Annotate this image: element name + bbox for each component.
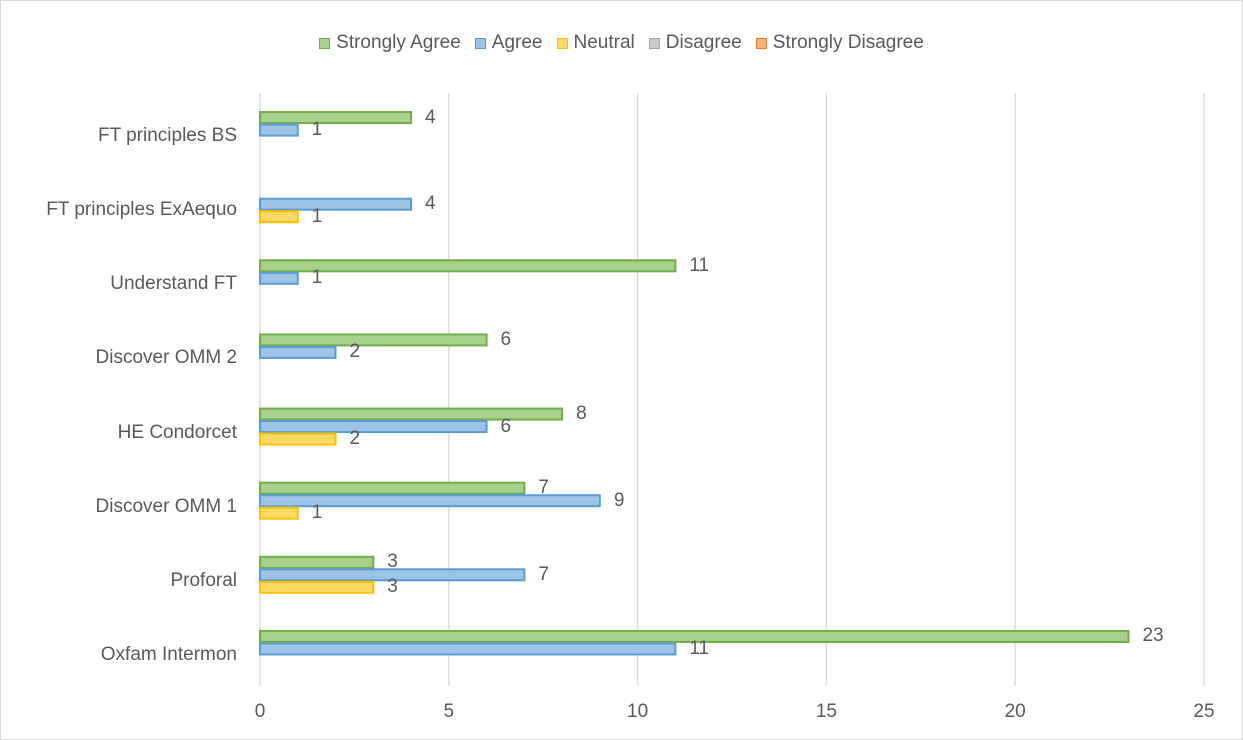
data-label: 9: [613, 489, 625, 511]
bar: [259, 123, 299, 137]
category-label: Discover OMM 2: [95, 347, 237, 369]
data-label: 1: [311, 205, 323, 227]
bar: [259, 642, 677, 656]
data-label: 7: [538, 477, 549, 499]
x-tick-label: 0: [254, 701, 266, 722]
category-label: HE Condorcet: [117, 421, 237, 443]
legend-item: Strongly Disagree: [755, 32, 924, 54]
category-label: Proforal: [170, 569, 237, 591]
data-label: 3: [387, 576, 398, 598]
data-label: 1: [311, 267, 323, 289]
category-label: Understand FT: [110, 273, 237, 295]
x-tick-label: 20: [1004, 701, 1026, 722]
bar: [259, 568, 526, 582]
data-label: 3: [387, 551, 398, 573]
legend-item: Neutral: [556, 32, 635, 54]
data-label: 2: [349, 428, 361, 450]
category-label: Oxfam Intermon: [100, 643, 237, 665]
x-tick-label: 5: [443, 701, 455, 722]
data-label: 6: [500, 415, 512, 437]
legend-swatch: [755, 37, 767, 49]
x-tick-label: 10: [627, 701, 649, 722]
bar: [259, 506, 299, 520]
legend-label: Agree: [491, 32, 543, 53]
bar: [259, 555, 375, 569]
data-label: 6: [500, 328, 512, 350]
x-tick-label: 15: [815, 701, 837, 722]
legend-item: Disagree: [648, 32, 742, 54]
legend-item: Strongly Agree: [319, 32, 461, 54]
data-label: 1: [311, 502, 323, 524]
legend-swatch: [319, 37, 331, 49]
legend-label: Disagree: [665, 32, 742, 53]
bar: [259, 629, 1130, 643]
legend-item: Agree: [474, 32, 543, 54]
data-label: 4: [425, 106, 436, 128]
data-label: 4: [425, 193, 436, 215]
data-label: 8: [576, 403, 587, 425]
chart-legend: Strongly Agree Agree Neutral Disagree Strong…: [0, 28, 1243, 58]
bar: [259, 580, 375, 594]
bar: [259, 407, 564, 421]
data-label: 11: [689, 254, 710, 276]
x-tick-label: 25: [1193, 701, 1215, 722]
bar: [259, 259, 677, 273]
data-label: 11: [689, 637, 710, 659]
data-label: 1: [311, 119, 323, 141]
bar: [259, 481, 526, 495]
bar: [259, 271, 299, 285]
category-label: FT principles ExAequo: [46, 199, 237, 221]
bar: [259, 197, 413, 211]
data-label: 2: [349, 341, 361, 363]
legend-label: Strongly Agree: [336, 32, 461, 53]
legend-swatch: [556, 37, 568, 49]
category-label: FT principles BS: [97, 125, 237, 147]
bar: [259, 494, 601, 508]
legend-swatch: [474, 37, 486, 49]
legend-label: Neutral: [573, 32, 635, 53]
bar: [259, 333, 488, 347]
bar: [259, 432, 337, 446]
category-label: Discover OMM 1: [95, 495, 237, 517]
bar: [259, 111, 413, 125]
legend-label: Strongly Disagree: [772, 32, 924, 53]
data-label: 7: [538, 563, 549, 585]
bar: [259, 420, 488, 434]
data-label: 23: [1142, 625, 1164, 647]
bar: [259, 210, 299, 224]
legend-swatch: [648, 37, 660, 49]
bar: [259, 345, 337, 359]
